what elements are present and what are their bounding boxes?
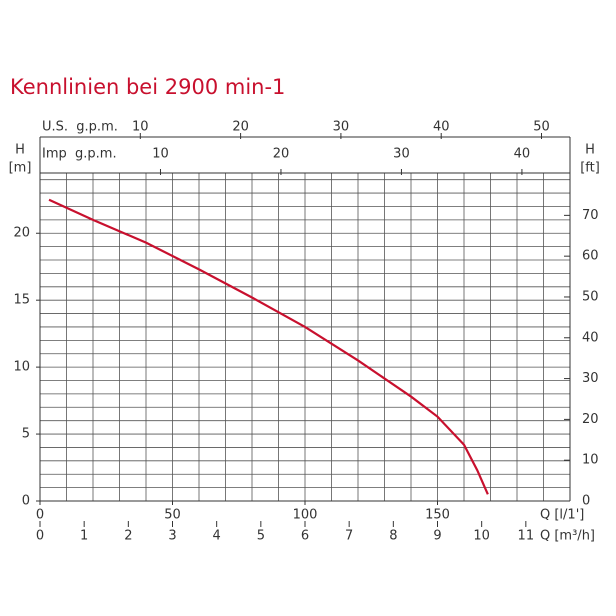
y-tick-label: 10 <box>13 360 30 375</box>
x-tick-label: 0 <box>36 508 44 523</box>
extra-tick-label: 1 <box>80 529 88 544</box>
extra-tick-label: 6 <box>301 529 309 544</box>
y-tick-label: 15 <box>13 293 30 308</box>
curve <box>48 198 489 495</box>
top-axis-label: Imp g.p.m. <box>42 147 117 162</box>
y-tick-label: 20 <box>13 226 30 241</box>
y2-label: H <box>585 143 595 158</box>
extra-tick-label: 10 <box>132 120 149 135</box>
extra-tick-label: 3 <box>168 529 176 544</box>
y2-tick-label: 0 <box>582 494 590 509</box>
top-axis-label: U.S. g.p.m. <box>42 120 118 135</box>
y2-tick-label: 70 <box>582 208 599 223</box>
x-label: Q [l/1'] <box>540 508 584 523</box>
extra-tick-label: 5 <box>257 529 265 544</box>
extra-tick-label: 11 <box>518 529 535 544</box>
y-tick-label: 5 <box>22 427 30 442</box>
extra-tick-label: 0 <box>36 529 44 544</box>
x-tick-label: 50 <box>164 508 181 523</box>
x-tick-label: 100 <box>293 508 318 523</box>
extra-tick-label: 30 <box>333 120 350 135</box>
y2-tick-label: 30 <box>582 371 599 386</box>
y2-tick-label: 60 <box>582 249 599 264</box>
extra-tick-label: 40 <box>433 120 450 135</box>
extra-tick-label: 10 <box>152 147 169 162</box>
y2-tick-label: 10 <box>582 453 599 468</box>
y2-unit: [ft] <box>580 161 600 176</box>
extra-tick-label: 20 <box>232 120 249 135</box>
extra-tick-label: 40 <box>514 147 531 162</box>
y2-tick-label: 20 <box>582 412 599 427</box>
extra-tick-label: 10 <box>473 529 490 544</box>
x-tick-label: 150 <box>425 508 450 523</box>
extra-tick-label: 8 <box>389 529 397 544</box>
y2-tick-label: 40 <box>582 330 599 345</box>
extra-tick-label: 50 <box>533 120 550 135</box>
extra-tick-label: 9 <box>433 529 441 544</box>
y-label: H <box>15 143 25 158</box>
y-tick-label: 0 <box>22 494 30 509</box>
extra-tick-label: 20 <box>273 147 290 162</box>
extra-tick-label: 7 <box>345 529 353 544</box>
x2-label: Q [m³/h] <box>540 529 595 544</box>
extra-tick-label: 2 <box>124 529 132 544</box>
y-unit: [m] <box>9 161 32 176</box>
chart-title: Kennlinien bei 2900 min-1 <box>10 75 285 99</box>
extra-tick-label: 4 <box>213 529 221 544</box>
extra-tick-label: 30 <box>393 147 410 162</box>
y2-tick-label: 50 <box>582 289 599 304</box>
